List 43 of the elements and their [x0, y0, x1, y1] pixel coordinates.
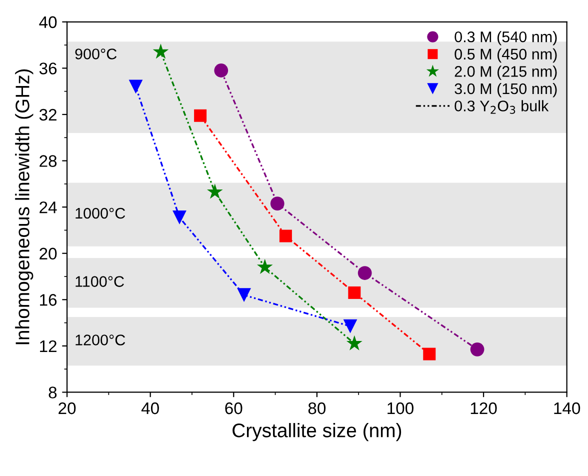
point: [194, 109, 207, 122]
y-axis-title: Inhomogeneous linewidth (GHz): [15, 69, 34, 344]
point: [172, 210, 186, 224]
point: [348, 286, 361, 299]
x-tick-label: 60: [225, 402, 242, 414]
band-label: 1100°C: [76, 276, 124, 287]
point: [270, 196, 284, 211]
band-label: 1000°C: [76, 208, 126, 219]
band-label: 900°C: [75, 48, 117, 60]
x-tick-label: 120: [470, 402, 497, 414]
band-label: 1200°C: [76, 334, 126, 346]
point: [206, 184, 223, 199]
point: [279, 230, 292, 242]
y-tick-label: 24: [40, 201, 57, 214]
x-tick-label: 100: [388, 402, 414, 414]
legend-label: 0.3 Y$_{2}$O$_{3}$ bulk: [454, 100, 549, 114]
point: [152, 44, 169, 59]
legend-label: 0.3 M (540 nm): [454, 31, 557, 46]
y-tick-label: 12: [40, 340, 56, 352]
x-axis-title: Crystallite size (nm): [232, 423, 402, 442]
x-tick-label: 140: [554, 402, 580, 414]
point: [237, 288, 251, 302]
legend-label: 0.5 M (450 nm): [454, 48, 557, 63]
legend-label: 3.0 M (150 nm): [454, 82, 557, 98]
point: [423, 348, 436, 360]
x-tick-label: 80: [308, 402, 326, 414]
y-tick-label: 16: [40, 294, 57, 306]
point: [256, 258, 273, 274]
x-tick-label: 40: [141, 402, 159, 414]
y-tick-label: 20: [40, 248, 57, 260]
point: [470, 342, 484, 356]
x-tick-label: 20: [58, 402, 76, 414]
point: [214, 64, 228, 78]
point: [346, 335, 362, 350]
point: [128, 80, 143, 94]
point: [358, 266, 372, 280]
y-tick-label: 8: [48, 386, 57, 398]
y-tick-label: 32: [39, 108, 56, 121]
y-tick-label: 40: [39, 16, 57, 28]
y-tick-label: 28: [40, 155, 57, 167]
point: [343, 319, 358, 334]
y-tick-label: 36: [39, 62, 57, 74]
legend-label: 2.0 M (215 nm): [454, 66, 557, 80]
